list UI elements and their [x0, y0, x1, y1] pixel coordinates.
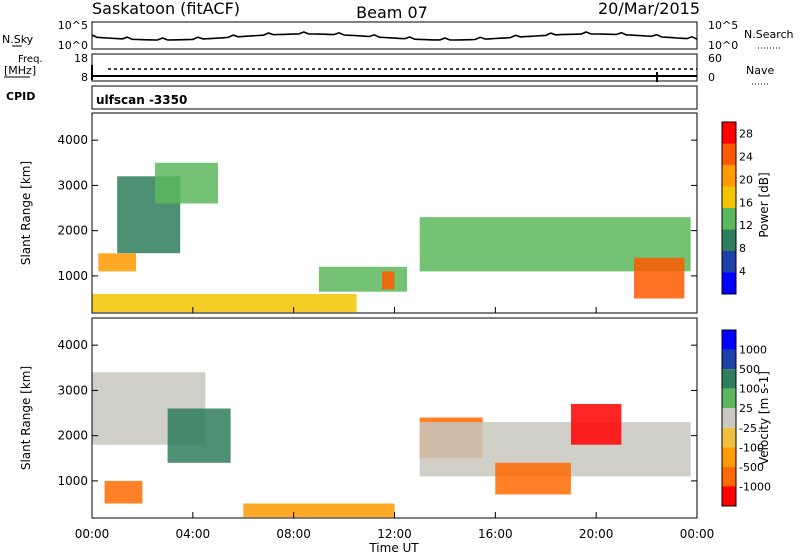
velocity-colorbar-segment [722, 330, 736, 350]
velocity-colorbar-tick: 1000 [739, 344, 767, 357]
sky-noise-trace [91, 31, 698, 41]
power-colorbar-tick: 12 [739, 219, 753, 232]
x-tick-label: 08:00 [276, 527, 311, 541]
scatter-region [92, 294, 357, 313]
noise-panel-frame [91, 21, 698, 50]
power-colorbar-segment [722, 186, 736, 208]
power-colorbar-segment [722, 143, 736, 165]
scatter-region [634, 257, 685, 299]
scatter-region [98, 253, 137, 272]
noise-left-label: N.Sky [2, 33, 34, 46]
scatter-region [104, 480, 143, 504]
power-colorbar-segment [722, 251, 736, 273]
noise-right-tick-bottom: 10^0 [708, 39, 738, 52]
y-tick-label: 1000 [57, 474, 88, 488]
cpid-label: CPID [6, 90, 35, 103]
scatter-region [243, 503, 395, 518]
velocity-heatmap-cells [92, 372, 691, 518]
velocity-colorbar-segment [722, 388, 736, 409]
power-heatmap-cells [92, 162, 691, 313]
x-tick-label: 00:00 [75, 527, 110, 541]
x-tick-label: 12:00 [377, 527, 412, 541]
power-colorbar-tick: 24 [739, 150, 753, 163]
nave-tick-bottom: 0 [708, 71, 715, 84]
velocity-colorbar-segment [722, 349, 736, 370]
cpid-panel-frame [91, 85, 698, 110]
velocity-colorbar: 1000 500 100 25 -25 -100 -500 -1000 [721, 329, 771, 507]
y-tick-label: 3000 [57, 383, 88, 397]
x-tick-label: 20:00 [579, 527, 614, 541]
station-title: Saskatoon (fitACF) [92, 0, 240, 18]
velocity-colorbar-tick: -100 [739, 441, 764, 454]
velocity-colorbar-segment [722, 369, 736, 389]
cpid-value: ulfscan -3350 [96, 93, 187, 107]
y-tick-label: 4000 [57, 133, 88, 147]
power-colorbar-tick: 28 [739, 127, 753, 140]
velocity-colorbar-tick: 500 [739, 363, 760, 376]
time-axis-label: Time UT [368, 541, 419, 554]
velocity-colorbar-tick: 100 [739, 383, 760, 396]
beam-label: Beam 07 [356, 3, 428, 22]
power-colorbar-segment [722, 272, 736, 294]
noise-right-label: N.Search [744, 28, 794, 41]
date-label: 20/Mar/2015 [598, 0, 700, 18]
x-tick-label: 00:00 [680, 527, 715, 541]
nave-tick-top: 60 [708, 52, 722, 65]
y-tick-label: 2000 [57, 429, 88, 443]
velocity-colorbar-segment [722, 408, 736, 428]
velocity-colorbar-tick: -500 [739, 461, 764, 474]
scatter-region [381, 271, 395, 290]
scatter-region [167, 408, 231, 463]
y-tick-label: 2000 [57, 224, 88, 238]
velocity-colorbar-segment [722, 427, 736, 448]
noise-left-tick-top: 10^5 [58, 19, 88, 32]
velocity-ylabel: Slant Range [km] [19, 366, 33, 470]
power-colorbar-segment [722, 165, 736, 187]
y-tick-label: 4000 [57, 338, 88, 352]
velocity-colorbar-tick: -1000 [739, 480, 771, 493]
power-colorbar-frame [721, 121, 737, 295]
scatter-region [571, 404, 622, 445]
velocity-panel: 1000 2000 3000 4000 Slant Range [km] [19, 317, 698, 519]
power-colorbar-segment [722, 208, 736, 230]
y-tick-label: 1000 [57, 269, 88, 283]
freq-tick-bottom: 8 [81, 71, 88, 84]
y-tick-label: 3000 [57, 178, 88, 192]
x-tick-label: 04:00 [176, 527, 211, 541]
velocity-colorbar-label: Velocity [m s-1] [757, 371, 771, 465]
power-ylabel: Slant Range [km] [19, 161, 33, 265]
noise-left-tick-bottom: 10^0 [58, 39, 88, 52]
velocity-colorbar-frame [721, 329, 737, 507]
noise-right-tick-top: 10^5 [708, 19, 738, 32]
velocity-colorbar-segment [722, 486, 736, 506]
power-colorbar-tick: 4 [739, 265, 746, 278]
velocity-colorbar-segment [722, 466, 736, 487]
power-colorbar-segment [722, 122, 736, 144]
power-colorbar-tick: 16 [739, 196, 753, 209]
freq-tick-top: 18 [74, 52, 88, 65]
x-tick-label: 16:00 [478, 527, 513, 541]
velocity-colorbar-tick: -25 [739, 422, 757, 435]
power-colorbar-segment [722, 229, 736, 251]
freq-label-1: Freq. [18, 54, 43, 65]
power-colorbar-tick: 8 [739, 242, 746, 255]
velocity-colorbar-segment [722, 447, 736, 467]
scatter-region [155, 162, 218, 204]
nave-label: Nave [746, 64, 774, 77]
power-panel: 1000 2000 3000 4000 Slant Range [km] [19, 112, 698, 314]
velocity-colorbar-tick: 25 [739, 402, 753, 415]
scatter-region [495, 462, 571, 495]
power-colorbar: 4 8 12 16 20 24 28 [721, 121, 753, 295]
time-axis: 00:00 04:00 08:00 12:00 16:00 20:00 00:00 [75, 307, 715, 541]
freq-label-2: [MHz] [4, 64, 36, 77]
power-colorbar-tick: 20 [739, 173, 753, 186]
power-colorbar-label: Power [dB] [757, 172, 771, 237]
